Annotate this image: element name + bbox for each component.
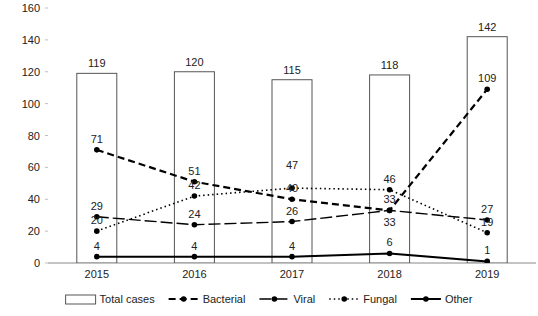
data-label: 120 <box>185 56 203 68</box>
y-tick <box>45 231 48 232</box>
x-tick-label: 2015 <box>85 268 109 280</box>
data-label: 27 <box>481 203 493 215</box>
bar <box>174 72 214 263</box>
data-label: 4 <box>289 240 295 252</box>
marker <box>289 196 295 202</box>
legend-item: Total cases <box>66 293 156 305</box>
legend-label: Fungal <box>363 293 397 305</box>
legend-marker <box>341 296 347 302</box>
data-label: 118 <box>381 59 399 71</box>
bar <box>272 80 312 263</box>
plot-marks <box>77 37 507 263</box>
data-label: 4 <box>191 240 197 252</box>
data-label: 6 <box>387 236 393 248</box>
data-labels: 1191201151181427151403310929242633272042… <box>88 21 496 257</box>
marker <box>484 86 490 92</box>
legend-item: Fungal <box>329 293 397 305</box>
legend-marker <box>181 296 187 302</box>
marker <box>94 228 100 234</box>
marker <box>484 230 490 236</box>
marker <box>484 259 490 263</box>
data-label: 26 <box>286 205 298 217</box>
data-label: 19 <box>481 216 493 228</box>
legend-marker <box>272 296 278 302</box>
data-label: 40 <box>286 182 298 194</box>
y-tick <box>45 8 48 9</box>
background <box>0 0 538 316</box>
data-label: 33 <box>383 193 395 205</box>
marker <box>387 208 393 214</box>
marker <box>192 254 198 260</box>
data-label: 47 <box>286 159 298 171</box>
bar <box>370 75 410 263</box>
legend-label: Other <box>445 293 473 305</box>
y-tick-label: 100 <box>22 98 40 110</box>
legend-marker <box>423 296 429 302</box>
chart: 0204060801001201401602015201620172018201… <box>0 0 538 316</box>
data-label: 24 <box>188 208 200 220</box>
data-label: 4 <box>94 240 100 252</box>
y-tick-label: 0 <box>34 257 40 269</box>
legend-item: Viral <box>259 293 315 305</box>
data-label: 33 <box>383 216 395 228</box>
data-label: 20 <box>91 214 103 226</box>
marker <box>387 251 393 257</box>
data-label: 29 <box>91 200 103 212</box>
y-tick <box>45 39 48 40</box>
y-tick-label: 20 <box>28 225 40 237</box>
legend-label: Bacterial <box>203 293 246 305</box>
legend: Total cases Bacterial Viral Fungal Other <box>66 293 473 305</box>
line <box>97 89 487 210</box>
y-tick-label: 120 <box>22 66 40 78</box>
bar <box>467 37 507 263</box>
data-label: 46 <box>383 173 395 185</box>
x-tick-label: 2018 <box>377 268 401 280</box>
y-tick-label: 140 <box>22 34 40 46</box>
legend-item: Other <box>411 293 473 305</box>
legend-swatch <box>66 295 96 304</box>
x-tick-label: 2016 <box>182 268 206 280</box>
y-tick <box>45 199 48 200</box>
data-label: 42 <box>188 179 200 191</box>
marker <box>192 193 198 199</box>
legend-item: Bacterial <box>169 293 246 305</box>
y-tick <box>45 103 48 104</box>
legend-label: Total cases <box>100 293 156 305</box>
marker <box>387 208 393 214</box>
x-tick-label: 2017 <box>280 268 304 280</box>
bar <box>77 73 117 263</box>
y-tick-label: 160 <box>22 2 40 14</box>
marker <box>94 147 100 153</box>
y-tick <box>45 263 48 264</box>
data-label: 71 <box>91 133 103 145</box>
marker <box>289 219 295 225</box>
y-tick-label: 80 <box>28 130 40 142</box>
y-tick-label: 60 <box>28 161 40 173</box>
y-tick <box>45 167 48 168</box>
y-tick <box>45 135 48 136</box>
line <box>97 188 487 233</box>
marker <box>192 222 198 228</box>
y-tick <box>45 71 48 72</box>
legend-label: Viral <box>293 293 315 305</box>
marker <box>289 254 295 260</box>
data-label: 119 <box>88 57 106 69</box>
data-label: 51 <box>188 165 200 177</box>
data-label: 109 <box>478 72 496 84</box>
data-label: 115 <box>283 64 301 76</box>
x-tick-label: 2019 <box>475 268 499 280</box>
marker <box>387 187 393 193</box>
line <box>97 253 487 261</box>
marker <box>94 254 100 260</box>
y-tick-label: 40 <box>28 193 40 205</box>
data-label: 142 <box>478 21 496 33</box>
data-label: 1 <box>484 244 490 256</box>
